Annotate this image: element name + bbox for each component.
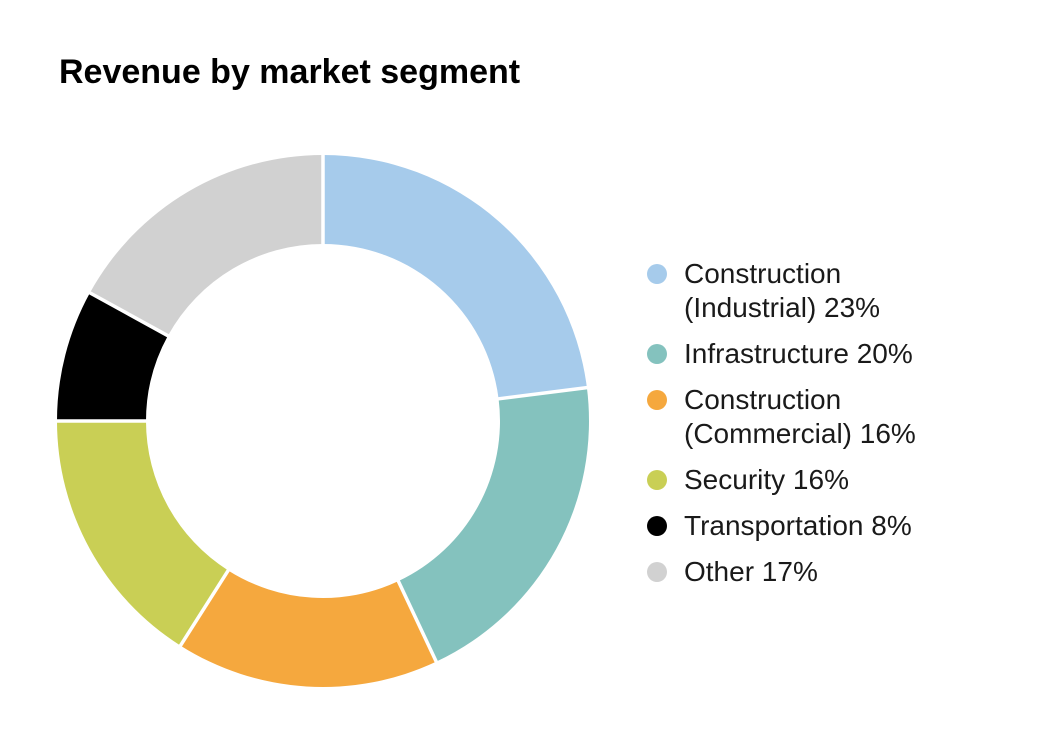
legend: Construction (Industrial) 23% Infrastruc… (647, 257, 947, 589)
slice-security (57, 421, 229, 646)
slice-construction-commercial (180, 570, 437, 687)
legend-color-dot-icon (647, 390, 667, 410)
legend-color-dot-icon (647, 470, 667, 490)
legend-item-label: Security 16% (684, 464, 849, 495)
slice-construction-industrial (323, 155, 587, 399)
legend-item-infrastructure: Infrastructure 20% (647, 337, 947, 371)
slice-infrastructure (398, 387, 589, 662)
legend-color-dot-icon (647, 562, 667, 582)
legend-color-dot-icon (647, 344, 667, 364)
slice-transportation (57, 292, 168, 421)
slice-gap (496, 385, 590, 401)
slice-gap (177, 567, 231, 649)
slice-gap (87, 290, 171, 339)
legend-item-security: Security 16% (647, 463, 947, 497)
legend-item-label: Other 17% (684, 556, 818, 587)
slice-gap (395, 578, 439, 665)
chart-title: Revenue by market segment (59, 53, 521, 91)
legend-item-other: Other 17% (647, 555, 947, 589)
legend-color-dot-icon (647, 516, 667, 536)
legend-item-label: Transportation 8% (684, 510, 912, 541)
slice-other (89, 154, 324, 336)
legend-color-dot-icon (647, 264, 667, 284)
legend-item-label: Construction (Commercial) 16% (684, 384, 916, 449)
legend-item-construction-commercial: Construction (Commercial) 16% (647, 383, 947, 451)
legend-item-construction-industrial: Construction (Industrial) 23% (647, 257, 947, 325)
legend-item-label: Infrastructure 20% (684, 338, 913, 369)
legend-item-label: Construction (Industrial) 23% (684, 258, 881, 323)
legend-item-transportation: Transportation 8% (647, 509, 947, 543)
